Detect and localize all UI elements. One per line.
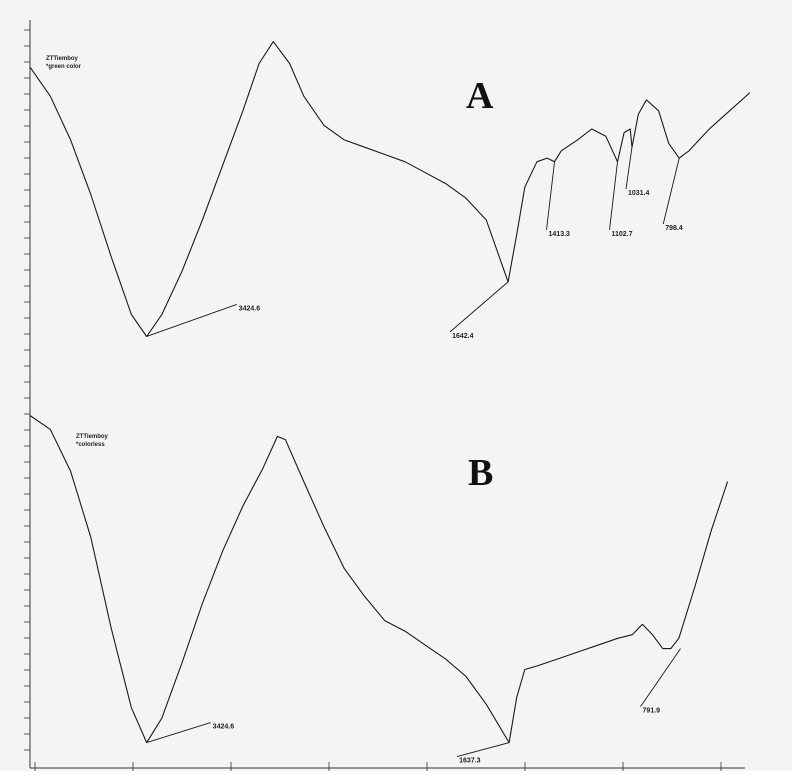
- peak-label: 1413.3: [549, 231, 571, 238]
- peak-leader-line: [449, 281, 509, 333]
- panel-a: A ZTTiemboy *green color 3424.6 1642.4 1413.3…: [29, 41, 751, 340]
- panel-b: B ZTTiemboy *colorless 3424.6 1637.3 791.9: [29, 415, 729, 765]
- peak-label: 3424.6: [213, 724, 235, 731]
- sample-label-line: ZTTiemboy: [76, 434, 109, 440]
- sample-label-line: *colorless: [76, 442, 105, 448]
- sample-label-line: *green color: [46, 64, 82, 70]
- peak-label: 791.9: [643, 708, 661, 715]
- peak-leader-line: [456, 742, 510, 758]
- panel-label-a: A: [466, 75, 494, 117]
- peak-leader-line: [146, 304, 237, 337]
- peak-leader-line: [146, 722, 211, 744]
- peak-leader-line: [662, 158, 680, 225]
- peak-label: 798.4: [665, 225, 683, 232]
- peak-label: 1637.3: [459, 758, 481, 765]
- spectrum-line-a: [29, 41, 751, 338]
- peak-label: 1102.7: [612, 231, 633, 238]
- peak-leader-line: [625, 147, 633, 190]
- peak-label: 1031.4: [628, 190, 650, 197]
- peak-leader-line: [640, 648, 681, 707]
- spectrum-line-b: [29, 415, 729, 744]
- panel-label-b: B: [468, 452, 493, 494]
- axes-group: [24, 20, 745, 771]
- peak-label: 1642.4: [452, 333, 474, 340]
- peak-leader-line: [609, 161, 618, 230]
- sample-label-line: ZTTiemboy: [46, 56, 79, 62]
- peak-leader-line: [546, 161, 555, 230]
- peak-label: 3424.6: [239, 305, 261, 312]
